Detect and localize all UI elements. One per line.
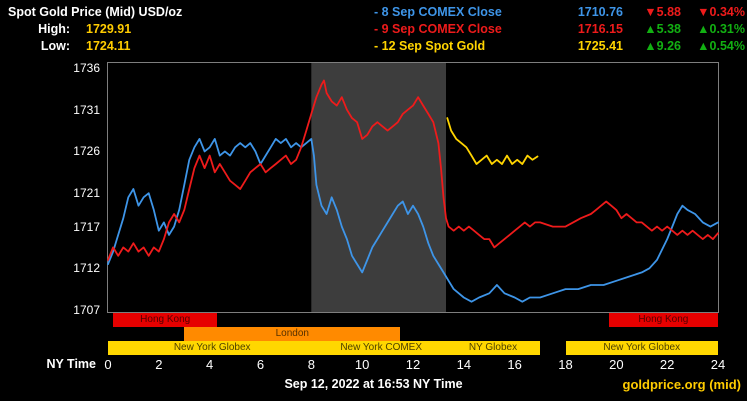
x-tick-label: 4	[206, 357, 214, 372]
y-tick-label: 1736	[73, 61, 100, 75]
x-tick-label: 6	[256, 357, 265, 372]
x-tick-label: 22	[659, 357, 675, 372]
legend-series-label: - 8 Sep COMEX Close	[374, 5, 502, 19]
x-tick-label: 20	[609, 357, 624, 372]
y-tick-label: 1707	[73, 303, 100, 317]
y-tick-label: 1717	[73, 219, 100, 234]
x-tick-label: 12	[405, 357, 421, 372]
legend-series-label: - 12 Sep Spot Gold	[374, 39, 486, 53]
legend-series-value: 1710.76	[577, 5, 623, 19]
y-tick-label: 1731	[73, 102, 100, 117]
y-tick-label: 1721	[73, 186, 100, 201]
high-value: 1729.91	[86, 22, 132, 36]
legend-series-label: - 9 Sep COMEX Close	[374, 22, 502, 36]
legend-series-change: ▲9.26	[644, 39, 681, 53]
legend-series-change: ▼5.88	[644, 5, 681, 19]
legend-series-change-pct: ▲0.54%	[697, 39, 745, 53]
low-label: Low:	[40, 39, 70, 53]
low-row: Low: 1724.11	[8, 39, 131, 53]
legend-series-change-pct: ▲0.31%	[697, 22, 745, 36]
page-title: Spot Gold Price (Mid) USD/oz	[8, 5, 183, 19]
chart-timestamp: Sep 12, 2022 at 16:53 NY Time	[284, 377, 463, 391]
legend-series-change-pct: ▼0.34%	[697, 5, 745, 19]
session-bar-hong-kong: Hong Kong	[113, 313, 218, 327]
x-tick-label: 10	[354, 357, 370, 372]
legend-series-change: ▲5.38	[644, 22, 681, 36]
series-line-12-sep-spot-gold	[446, 117, 539, 165]
x-tick-label: 2	[155, 357, 163, 372]
plot-border	[107, 62, 719, 313]
x-tick-label: 16	[507, 357, 522, 372]
x-tick-label: 24	[710, 357, 726, 372]
series-line-9-sep-comex-close	[107, 79, 719, 261]
x-tick-label: 0	[104, 357, 112, 372]
legend-row-12sep: - 12 Sep Spot Gold 1725.41 ▲9.26 ▲0.54%	[374, 38, 745, 55]
y-tick-label: 1712	[73, 261, 100, 276]
high-label: High:	[38, 22, 70, 36]
x-tick-label: 8	[307, 357, 315, 372]
session-bar-ny-globex: NY Globex	[446, 341, 540, 355]
x-axis-title: NY Time	[46, 357, 96, 371]
legend-row-9sep: - 9 Sep COMEX Close 1716.15 ▲5.38 ▲0.31%	[374, 21, 745, 38]
goldprice-source-link[interactable]: goldprice.org (mid)	[622, 377, 741, 392]
legend-row-8sep: - 8 Sep COMEX Close 1710.76 ▼5.88 ▼0.34%	[374, 4, 745, 21]
high-row: High: 1729.91	[8, 22, 131, 36]
series-line-8-sep-comex-close	[107, 137, 719, 303]
session-bar-new-york-comex: New York COMEX	[316, 341, 446, 355]
session-bar-hong-kong: Hong Kong	[608, 313, 718, 327]
legend: - 8 Sep COMEX Close 1710.76 ▼5.88 ▼0.34%…	[374, 4, 745, 55]
x-tick-label: 18	[558, 357, 573, 372]
y-tick-label: 1726	[73, 144, 100, 159]
low-value: 1724.11	[86, 39, 131, 53]
legend-series-value: 1716.15	[577, 22, 623, 36]
session-bar-new-york-globex: New York Globex	[565, 341, 718, 355]
session-bar-london: London	[184, 327, 401, 341]
x-tick-label: 14	[456, 357, 472, 372]
session-bar-new-york-globex: New York Globex	[108, 341, 317, 355]
legend-series-value: 1725.41	[577, 39, 623, 53]
